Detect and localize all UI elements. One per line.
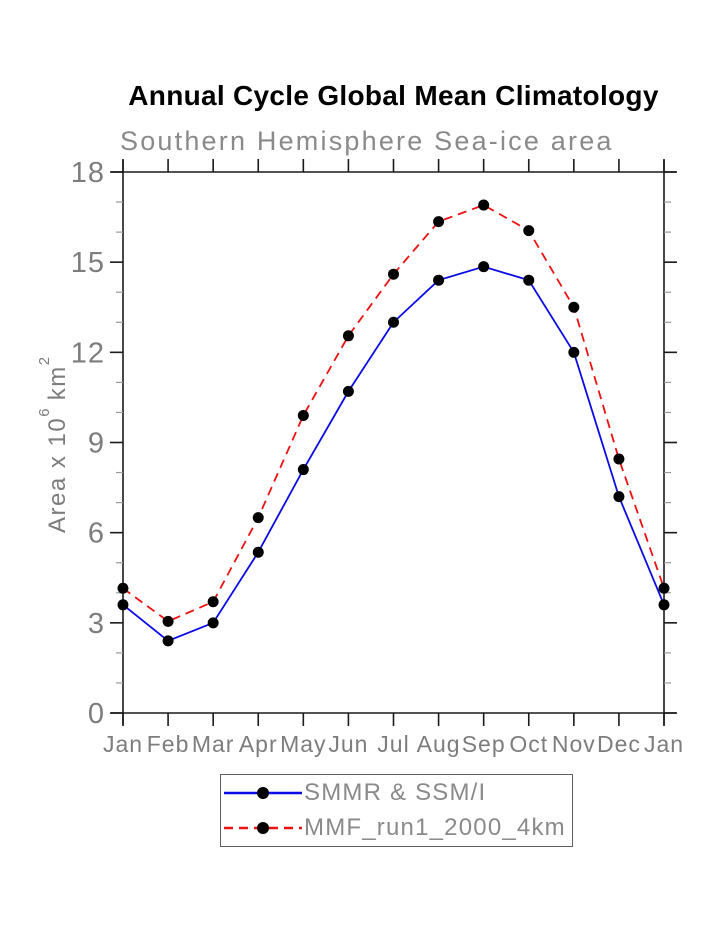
x-tick-label: Jan <box>103 731 143 757</box>
legend-label-observations: SMMR & SSM/I <box>304 779 487 807</box>
legend-marker-sample <box>257 787 269 800</box>
data-point-marker <box>433 216 445 228</box>
data-point-marker <box>658 599 670 611</box>
data-point-marker <box>478 261 490 273</box>
data-point-marker <box>117 582 129 594</box>
x-tick-label: Feb <box>147 731 190 757</box>
x-tick-label: Dec <box>597 731 641 757</box>
x-tick-label: Jul <box>377 731 409 757</box>
x-tick-label: May <box>280 731 326 757</box>
data-point-marker <box>207 596 219 608</box>
data-point-marker <box>568 346 580 358</box>
data-point-marker <box>658 582 670 594</box>
legend-key-dashed-line-icon <box>224 821 302 834</box>
data-point-marker <box>162 615 174 627</box>
y-tick-label: 0 <box>88 698 105 730</box>
x-tick-label: Apr <box>239 731 278 757</box>
data-point-marker <box>613 491 625 503</box>
data-point-marker <box>342 385 354 397</box>
y-tick-label: 18 <box>71 157 105 189</box>
data-point-marker <box>388 316 399 328</box>
data-point-marker <box>478 199 490 211</box>
legend-label-model: MMF_run1_2000_4km <box>304 813 566 841</box>
data-point-marker <box>297 464 309 476</box>
data-point-marker <box>297 409 309 421</box>
data-point-marker <box>388 268 399 280</box>
chart-subtitle: Southern Hemisphere Sea-ice area <box>120 126 614 156</box>
data-point-marker <box>433 274 445 286</box>
data-point-marker <box>523 274 535 286</box>
data-point-marker <box>568 301 580 313</box>
chart-title: Annual Cycle Global Mean Climatology <box>128 80 659 111</box>
data-point-marker <box>523 225 535 237</box>
data-point-marker <box>252 546 264 558</box>
y-tick-label: 3 <box>88 608 105 640</box>
legend: SMMR & SSM/I MMF_run1_2000_4km <box>220 774 573 847</box>
legend-marker-sample <box>257 821 269 834</box>
x-tick-label: Nov <box>552 731 596 757</box>
data-point-marker <box>162 635 174 647</box>
x-tick-label: Jun <box>328 731 368 757</box>
legend-item-model: MMF_run1_2000_4km <box>224 812 572 844</box>
series-line-1 <box>122 204 665 623</box>
x-tick-label: Aug <box>417 731 461 757</box>
legend-key-solid-line-icon <box>224 787 302 800</box>
y-tick-label: 12 <box>71 337 105 369</box>
legend-item-observations: SMMR & SSM/I <box>224 777 572 809</box>
y-tick-label: 6 <box>88 518 105 550</box>
data-point-marker <box>342 330 354 342</box>
y-tick-label: 9 <box>88 428 105 460</box>
x-tick-label: Jan <box>644 731 684 757</box>
data-point-marker <box>613 453 625 465</box>
data-point-marker <box>207 617 219 629</box>
x-tick-label: Mar <box>192 731 235 757</box>
x-tick-label: Sep <box>462 731 506 757</box>
y-tick-label: 15 <box>71 247 105 279</box>
x-tick-label: Oct <box>509 731 548 757</box>
data-point-marker <box>252 512 264 524</box>
data-point-marker <box>117 599 129 611</box>
